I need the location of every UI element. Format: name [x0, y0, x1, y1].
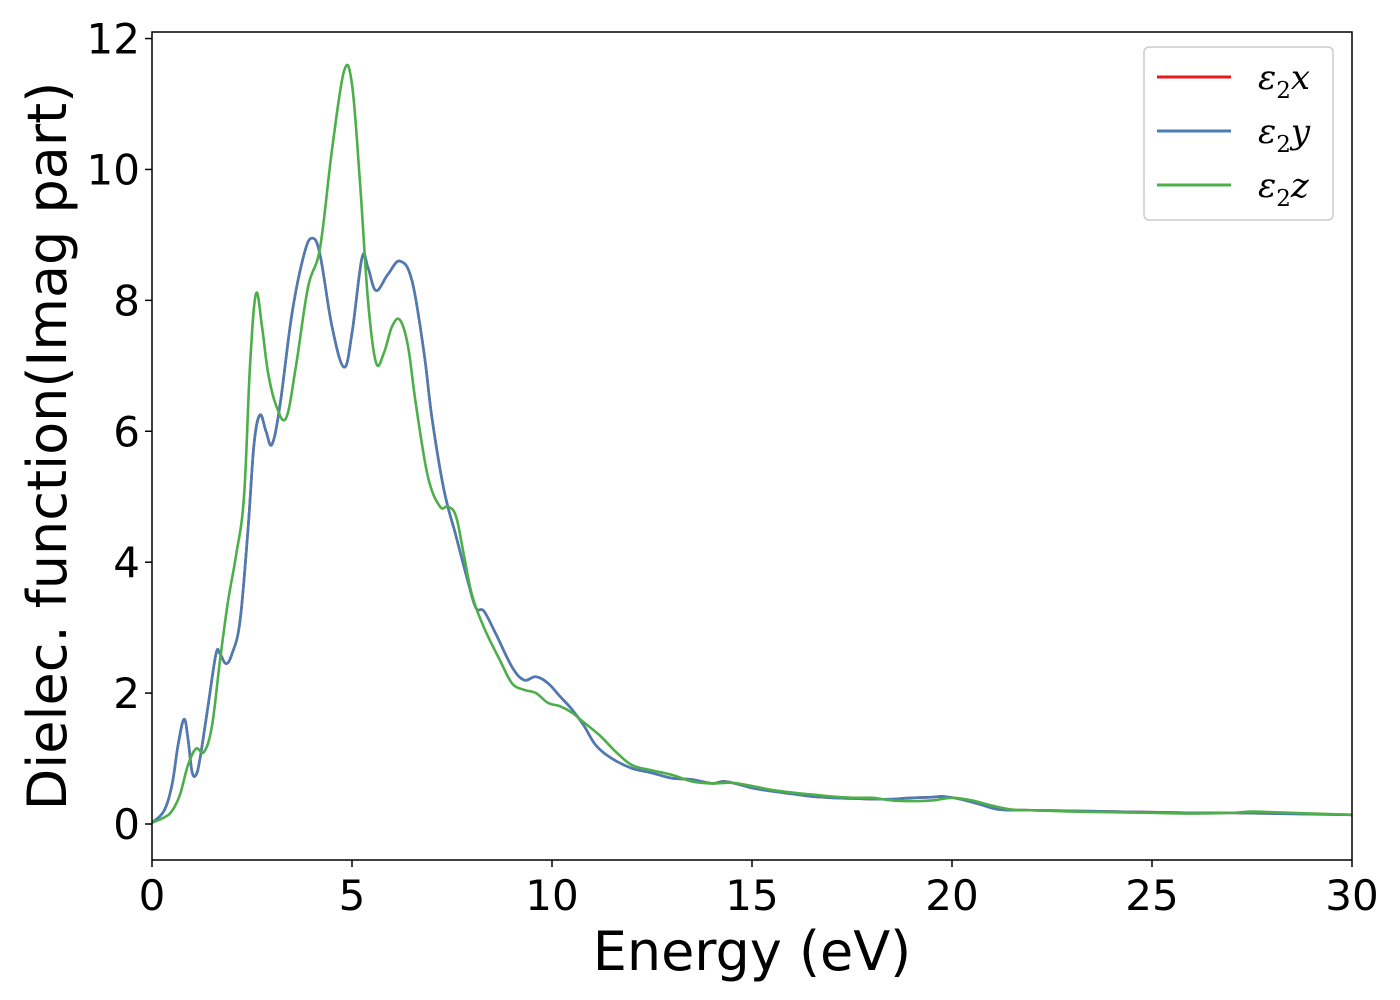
x-tick-label: 0 — [139, 871, 166, 920]
x-tick-label: 15 — [725, 871, 778, 920]
y-axis: 0 2 4 6 8 10 12 — [87, 15, 152, 849]
x-tick-label: 10 — [525, 871, 578, 920]
x-axis: 0 5 10 15 20 25 30 — [139, 860, 1379, 920]
x-tick-label: 25 — [1125, 871, 1178, 920]
y-tick-label: 12 — [87, 15, 140, 64]
series-line-y — [152, 236, 1352, 824]
x-tick-label: 20 — [925, 871, 978, 920]
x-tick-label: 5 — [339, 871, 366, 920]
y-tick-label: 2 — [113, 669, 140, 718]
legend-box — [1143, 46, 1334, 221]
legend: ε2x ε2y ε2z — [1143, 46, 1334, 221]
y-tick-label: 0 — [113, 800, 140, 849]
y-axis-title: Dielec. function(Imag part) — [16, 82, 79, 811]
x-axis-title: Energy (eV) — [593, 920, 912, 983]
legend-label-z: ε2z — [1258, 166, 1310, 212]
x-tick-label: 30 — [1325, 871, 1378, 920]
y-tick-label: 6 — [113, 407, 140, 456]
series-layer — [152, 63, 1352, 824]
y-tick-label: 4 — [113, 538, 140, 587]
legend-label-y: ε2y — [1258, 112, 1311, 158]
legend-label-x: ε2x — [1258, 58, 1310, 104]
series-line-z — [152, 63, 1352, 824]
y-tick-label: 8 — [113, 276, 140, 325]
y-tick-label: 10 — [87, 145, 140, 194]
